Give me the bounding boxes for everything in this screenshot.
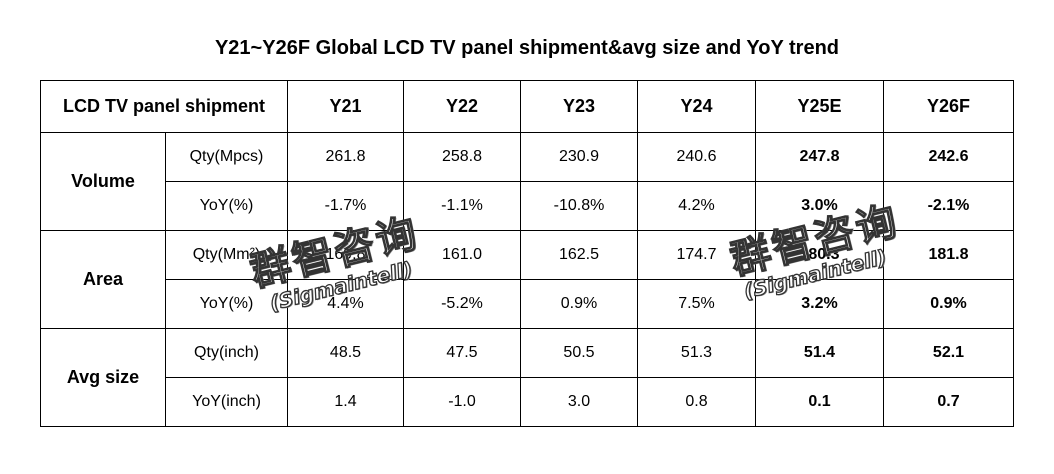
value-cell: 180.3 xyxy=(755,230,884,280)
value-cell: 4.4% xyxy=(287,279,404,329)
value-cell: 4.2% xyxy=(637,181,756,231)
table-row: YoY(%) -1.7% -1.1% -10.8% 4.2% 3.0% -2.1% xyxy=(41,181,1014,231)
group-label-area: Area xyxy=(40,230,166,329)
value-cell: 1.4 xyxy=(287,377,404,427)
value-cell: 3.0% xyxy=(755,181,884,231)
header-row: LCD TV panel shipment Y21 Y22 Y23 Y24 Y25E Y26… xyxy=(40,80,1014,133)
value-cell: 7.5% xyxy=(637,279,756,329)
value-cell: -1.1% xyxy=(403,181,521,231)
value-cell: -5.2% xyxy=(403,279,521,329)
value-cell: 52.1 xyxy=(883,328,1014,378)
value-cell: -2.1% xyxy=(883,181,1014,231)
column-header-y26f: Y26F xyxy=(883,80,1014,133)
value-cell: -1.7% xyxy=(287,181,404,231)
table-row: YoY(inch) 1.4 -1.0 3.0 0.8 0.1 0.7 xyxy=(41,377,1014,427)
value-cell: 247.8 xyxy=(755,132,884,182)
chart-title: Y21~Y26F Global LCD TV panel shipment&av… xyxy=(214,37,840,59)
value-cell: -1.0 xyxy=(403,377,521,427)
value-cell: 0.8 xyxy=(637,377,756,427)
metric-label: YoY(%) xyxy=(165,279,288,329)
value-cell: 174.7 xyxy=(637,230,756,280)
value-cell: 47.5 xyxy=(403,328,521,378)
value-cell: 230.9 xyxy=(520,132,638,182)
value-cell: 181.8 xyxy=(883,230,1014,280)
column-header-y25e: Y25E xyxy=(755,80,884,133)
metric-label: Qty(inch) xyxy=(165,328,288,378)
value-cell: 48.5 xyxy=(287,328,404,378)
value-cell: 161.0 xyxy=(403,230,521,280)
table-row: Area Qty(Mm²) 169.8 161.0 162.5 174.7 180.3 181… xyxy=(40,230,1014,329)
value-cell: 3.2% xyxy=(755,279,884,329)
value-cell: 0.9% xyxy=(520,279,638,329)
value-cell: 51.4 xyxy=(755,328,884,378)
value-cell: 258.8 xyxy=(403,132,521,182)
shipment-table: LCD TV panel shipment Y21 Y22 Y23 Y24 Y25E Y26… xyxy=(40,80,1014,427)
table-row: YoY(%) 4.4% -5.2% 0.9% 7.5% 3.2% 0.9% xyxy=(41,279,1014,329)
value-cell: 51.3 xyxy=(637,328,756,378)
metric-label: Qty(Mm²) xyxy=(165,230,288,280)
group-label-volume: Volume xyxy=(40,132,166,231)
metric-label: YoY(inch) xyxy=(165,377,288,427)
metric-label: YoY(%) xyxy=(165,181,288,231)
value-cell: 50.5 xyxy=(520,328,638,378)
value-cell: 0.1 xyxy=(755,377,884,427)
column-header-y22: Y22 xyxy=(403,80,521,133)
value-cell: 261.8 xyxy=(287,132,404,182)
value-cell: 169.8 xyxy=(287,230,404,280)
column-header-y23: Y23 xyxy=(520,80,638,133)
group-label-avg-size: Avg size xyxy=(40,328,166,427)
metric-label: Qty(Mpcs) xyxy=(165,132,288,182)
header-label-cell: LCD TV panel shipment xyxy=(40,80,288,133)
value-cell: 3.0 xyxy=(520,377,638,427)
table-row: Avg size Qty(inch) 48.5 47.5 50.5 51.3 51.4 52.… xyxy=(40,328,1014,427)
column-header-y21: Y21 xyxy=(287,80,404,133)
value-cell: 162.5 xyxy=(520,230,638,280)
table-row: Volume Qty(Mpcs) 261.8 258.8 230.9 240.6 247.8… xyxy=(40,132,1014,231)
value-cell: 242.6 xyxy=(883,132,1014,182)
value-cell: 240.6 xyxy=(637,132,756,182)
value-cell: -10.8% xyxy=(520,181,638,231)
column-header-y24: Y24 xyxy=(637,80,756,133)
value-cell: 0.7 xyxy=(883,377,1014,427)
value-cell: 0.9% xyxy=(883,279,1014,329)
